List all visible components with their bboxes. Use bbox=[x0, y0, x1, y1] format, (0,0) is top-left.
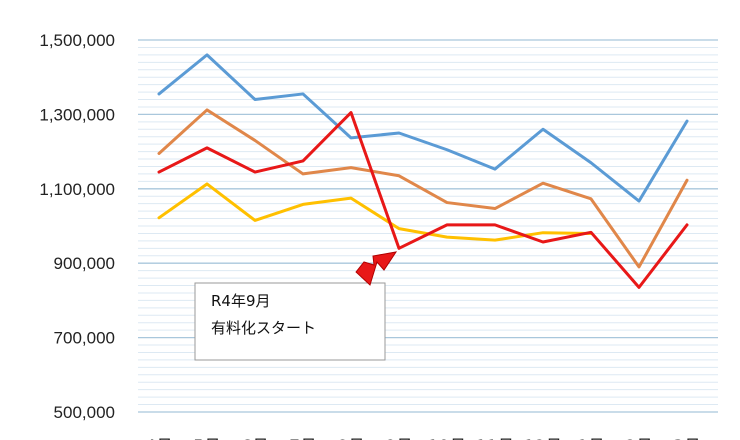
x-tick-label: 1月 bbox=[577, 437, 605, 440]
x-tick-label: 3月 bbox=[673, 437, 701, 440]
annotation: R4年9月 有料化スタート bbox=[194, 251, 398, 361]
x-tick-label: 11月 bbox=[476, 437, 515, 440]
series-line-3 bbox=[157, 182, 593, 242]
x-tick-label: 6月 bbox=[241, 437, 269, 440]
y-tick-label: 1,300,000 bbox=[39, 105, 115, 124]
annotation-box bbox=[194, 282, 386, 361]
x-tick-label: 5月 bbox=[193, 437, 221, 440]
y-tick-label: 1,500,000 bbox=[39, 31, 115, 50]
x-tick-label: 7月 bbox=[289, 437, 317, 440]
x-tick-label: 12月 bbox=[524, 437, 563, 440]
annotation-line1: R4年9月 bbox=[211, 292, 271, 310]
series-line-4 bbox=[157, 111, 689, 289]
y-tick-label: 900,000 bbox=[54, 254, 115, 273]
annotation-arrow bbox=[355, 251, 398, 286]
x-tick-label: 10月 bbox=[428, 437, 467, 440]
series-lines bbox=[157, 53, 689, 289]
x-tick-label: 2月 bbox=[625, 437, 653, 440]
y-axis-ticks: 1,500,000 1,300,000 1,100,000 900,000 700,00… bbox=[39, 31, 115, 422]
y-tick-label: 500,000 bbox=[54, 403, 115, 422]
x-tick-label: 4月 bbox=[145, 437, 173, 440]
y-tick-label: 700,000 bbox=[54, 329, 115, 348]
x-axis-ticks: 4月 5月 6月 7月 8月 9月 10月 11月 12月 1月 2月 3月 bbox=[145, 437, 701, 440]
series-line-2 bbox=[157, 108, 689, 269]
x-tick-label: 8月 bbox=[337, 437, 365, 440]
series-line-1 bbox=[157, 53, 689, 203]
annotation-line2: 有料化スタート bbox=[211, 319, 316, 337]
y-tick-label: 1,100,000 bbox=[39, 180, 115, 199]
x-tick-label: 9月 bbox=[385, 437, 413, 440]
